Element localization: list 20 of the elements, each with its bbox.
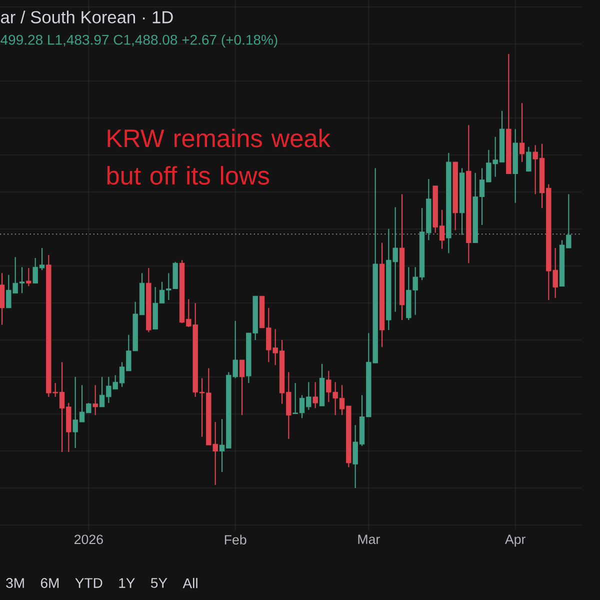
- text: 5Y: [150, 578, 168, 588]
- candlestick: [519, 102, 525, 163]
- text: YTD: [75, 578, 102, 588]
- chart-subtitle: 499.28 L1,483.97 C1,488.08 +2.67 (+0.18%): [0, 34, 278, 48]
- x-tick-label: Apr: [504, 534, 526, 547]
- candlestick: [92, 384, 98, 416]
- candlestick: [239, 359, 245, 416]
- text: 6M: [40, 578, 59, 588]
- x-tick-label: 2026: [74, 534, 103, 544]
- text: All: [182, 578, 198, 588]
- text: 3M: [6, 578, 24, 588]
- candlestick: [0, 272, 5, 326]
- candlestick: [526, 146, 532, 172]
- candlestick: [26, 267, 32, 287]
- x-tick-label: Mar: [358, 534, 380, 544]
- candlestick: [312, 382, 318, 409]
- text: 1Y: [119, 578, 135, 588]
- chart-title: ar / South Korean · 1D: [1, 10, 173, 24]
- x-tick-label: Feb: [224, 534, 246, 544]
- annotation: KRW remains weak but off its lows: [107, 128, 330, 185]
